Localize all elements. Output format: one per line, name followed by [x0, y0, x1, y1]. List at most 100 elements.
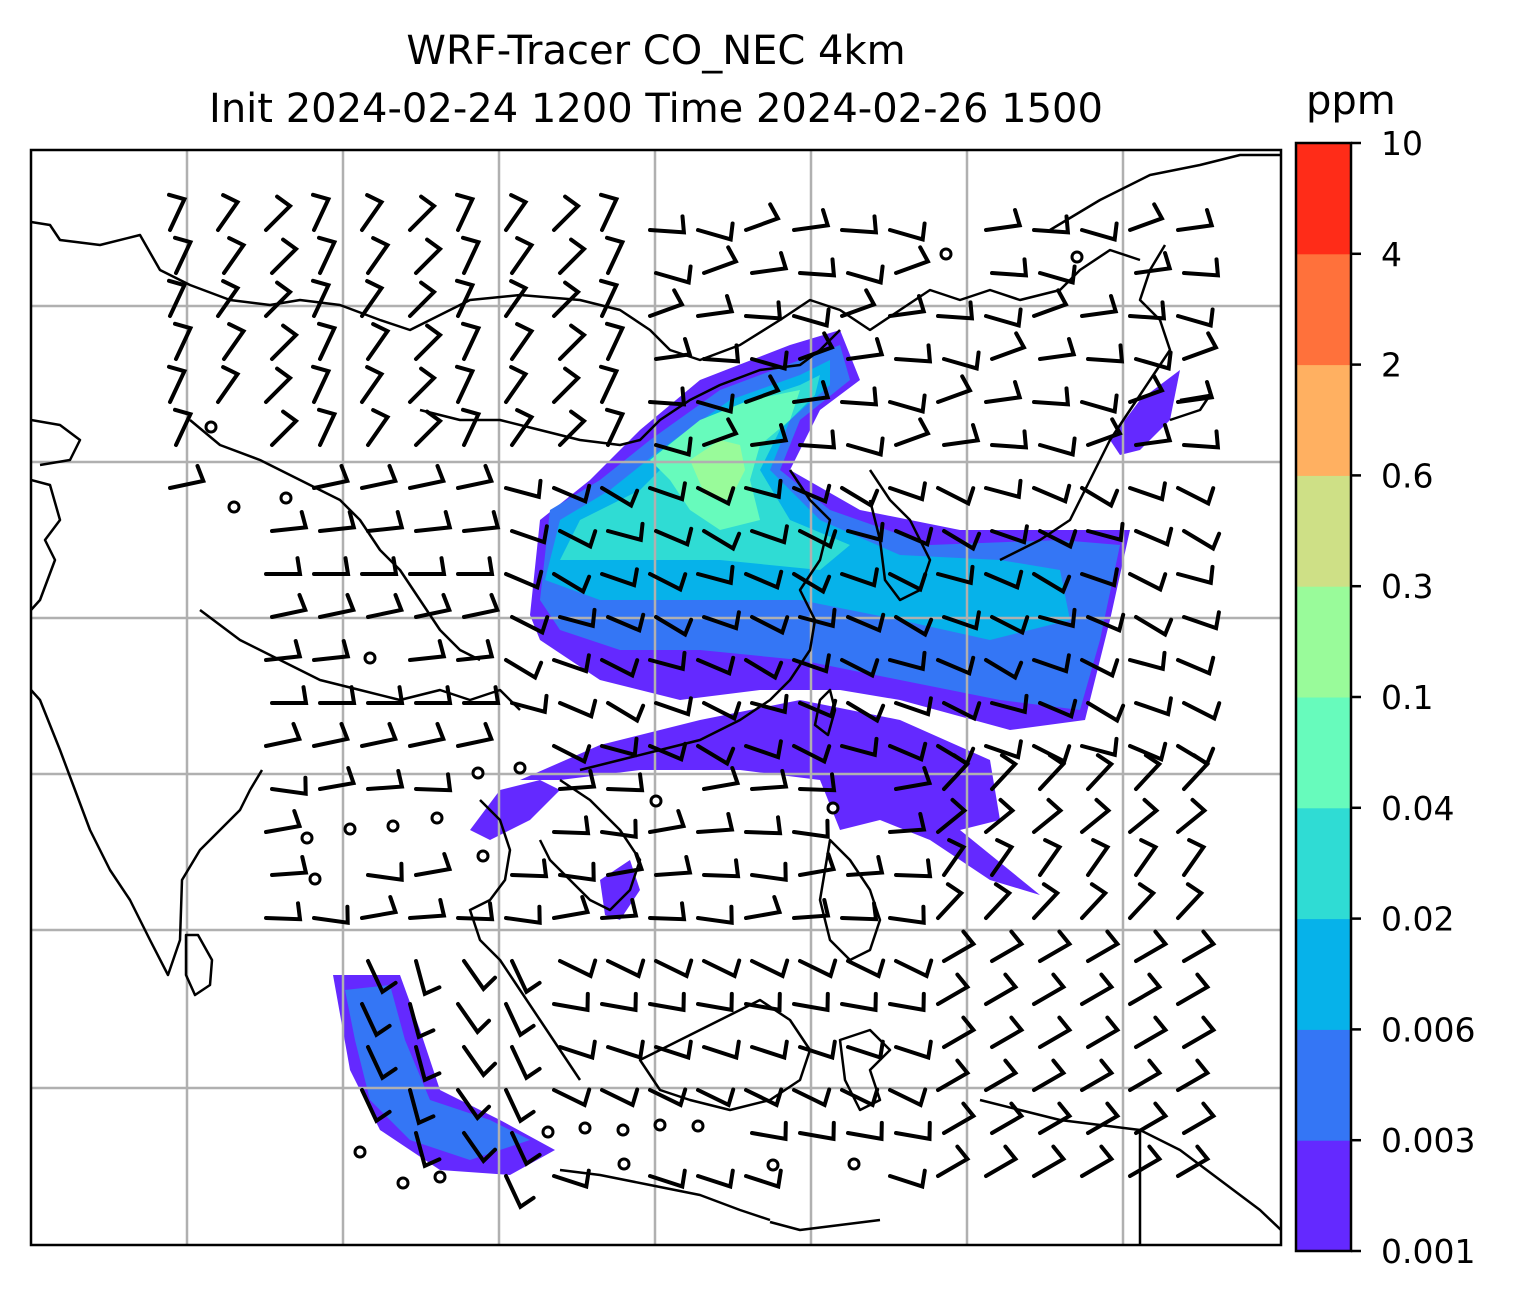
wind-barb	[744, 1168, 783, 1190]
wind-barb	[173, 407, 194, 447]
wind-barb	[792, 818, 830, 840]
wind-barb	[360, 193, 385, 232]
wind-barb	[264, 556, 303, 576]
wind-barb	[792, 483, 832, 505]
wind-barb	[984, 208, 1023, 232]
wind-barb	[648, 481, 687, 502]
wind-barb	[510, 1045, 542, 1081]
wind-barb	[1038, 753, 1067, 791]
colorbar-tick-label: 0.001	[1381, 1232, 1475, 1271]
coastline-borneo	[638, 998, 812, 1112]
wind-barb	[600, 567, 639, 588]
wind-barb	[1080, 972, 1115, 1006]
wind-barb	[792, 744, 832, 765]
wind-barb	[894, 696, 933, 717]
calm-circle	[541, 1125, 555, 1139]
coastline-vietnam	[538, 778, 642, 912]
wind-barb	[846, 1039, 885, 1061]
wind-barb	[1134, 929, 1169, 963]
wind-barb	[462, 593, 501, 619]
island-taiwan	[813, 688, 837, 737]
wind-barb	[846, 958, 886, 979]
calm-circle	[363, 651, 377, 665]
wind-barb	[1176, 1058, 1211, 1092]
wind-barb	[366, 861, 404, 883]
wind-barb	[1032, 214, 1071, 235]
wind-barb	[414, 593, 453, 619]
wind-barb	[510, 693, 549, 715]
wind-barb	[606, 852, 645, 877]
wind-barb	[1128, 1058, 1163, 1092]
colorbar-tick-label: 0.04	[1381, 789, 1454, 828]
wind-barb	[1182, 838, 1207, 877]
wind-barb	[1038, 264, 1077, 285]
wind-barb	[1032, 882, 1061, 920]
wind-barb	[1032, 1058, 1067, 1092]
wind-barb	[984, 797, 1016, 834]
wind-barb	[462, 959, 497, 992]
wind-barb	[846, 337, 885, 361]
wind-barb	[366, 322, 391, 361]
wind-barb	[408, 1002, 436, 1040]
colorbar-swatch	[1296, 586, 1351, 698]
wind-barb	[360, 464, 399, 490]
wind-barb	[936, 486, 976, 507]
wind-barb	[216, 365, 241, 404]
wind-barb	[648, 650, 687, 672]
wind-barb	[317, 321, 338, 361]
wind-barb	[1176, 380, 1215, 404]
wind-barb	[504, 1174, 536, 1210]
wind-barb	[792, 653, 831, 674]
wind-barb	[270, 237, 300, 275]
wind-barb	[840, 386, 879, 407]
wind-barb	[798, 257, 837, 278]
wind-barb	[1086, 521, 1125, 543]
wind-barb	[558, 323, 588, 361]
wind-barb	[1128, 202, 1165, 232]
wind-barb	[600, 658, 640, 679]
wind-barb	[1128, 972, 1163, 1006]
wind-barb	[888, 221, 927, 242]
wind-barb	[1038, 607, 1077, 629]
wind-barb	[984, 380, 1023, 404]
wind-barb	[1086, 1015, 1121, 1049]
wind-barb	[1176, 972, 1211, 1006]
wind-barb	[792, 307, 831, 328]
wind-barb	[318, 766, 357, 791]
wind-barb	[1032, 972, 1067, 1006]
wind-barb	[744, 991, 782, 1013]
wind-barb	[552, 815, 591, 836]
wind-barb	[312, 464, 351, 490]
wind-barb	[504, 658, 544, 681]
wind-barb	[510, 615, 550, 636]
wind-barb	[552, 194, 582, 232]
wind-barb	[840, 567, 879, 588]
wind-barb	[1134, 1015, 1169, 1049]
wind-barb	[840, 658, 880, 679]
wind-barb	[846, 521, 885, 543]
tracer-band-01	[690, 440, 745, 500]
wind-barb	[408, 280, 438, 318]
coastline-sulawesi	[838, 1028, 892, 1112]
wind-barb	[744, 815, 783, 836]
wind-barb	[455, 278, 476, 318]
wind-barb	[648, 901, 687, 922]
wind-barb	[798, 698, 838, 720]
colorbar-tick-label: 2	[1381, 346, 1402, 385]
wind-barb	[311, 364, 332, 404]
wind-barb	[942, 1101, 977, 1135]
wind-barb	[414, 772, 453, 793]
wind-barb	[942, 350, 981, 371]
wind-barb	[942, 838, 967, 877]
wind-barb	[1032, 744, 1072, 765]
wind-barb	[606, 958, 646, 979]
calm-circle	[204, 420, 218, 434]
wind-barb	[270, 775, 308, 797]
wind-barb	[414, 959, 442, 997]
wind-barb	[840, 991, 878, 1013]
wind-barb	[750, 958, 790, 979]
wind-barb	[552, 1168, 591, 1190]
coastline-india-west-inlet	[31, 418, 82, 467]
calm-circle	[433, 1170, 447, 1184]
wind-barb	[1086, 343, 1125, 364]
